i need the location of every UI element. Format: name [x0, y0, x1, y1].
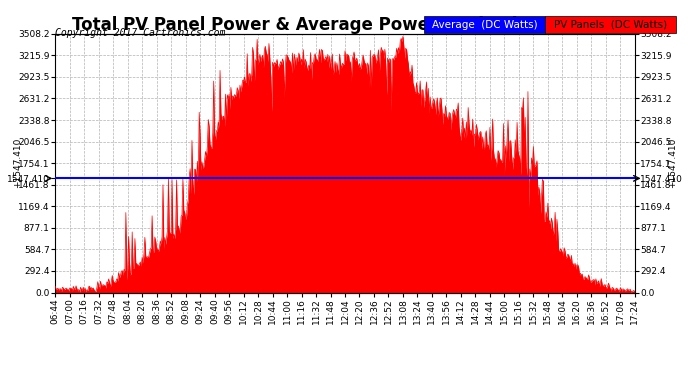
- Text: Average  (DC Watts): Average (DC Watts): [432, 20, 538, 30]
- Text: +1547.410: +1547.410: [668, 138, 677, 188]
- Title: Total PV Panel Power & Average Power Wed Feb 22  17:34: Total PV Panel Power & Average Power Wed…: [72, 16, 618, 34]
- Text: Copyright 2017 Cartronics.com: Copyright 2017 Cartronics.com: [55, 28, 226, 38]
- Text: PV Panels  (DC Watts): PV Panels (DC Watts): [554, 20, 667, 30]
- Text: +1547.410: +1547.410: [13, 138, 22, 188]
- FancyBboxPatch shape: [545, 16, 676, 33]
- FancyBboxPatch shape: [424, 16, 545, 33]
